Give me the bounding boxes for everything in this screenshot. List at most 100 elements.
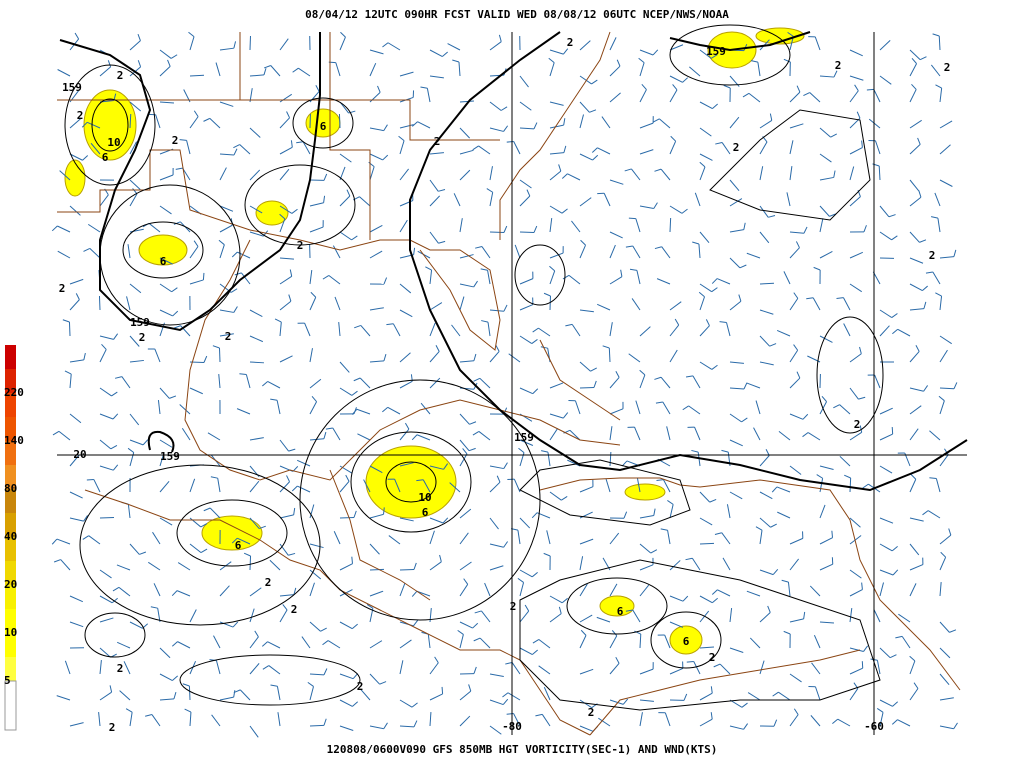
wind-barb bbox=[489, 127, 504, 132]
wind-barb bbox=[909, 179, 920, 192]
wind-barb-flag bbox=[383, 277, 388, 285]
wind-barb bbox=[459, 508, 472, 519]
wind-barb bbox=[601, 116, 611, 129]
wind-barb-flag bbox=[203, 117, 211, 122]
wind-barb bbox=[814, 36, 821, 51]
wind-barb bbox=[669, 595, 684, 602]
wind-barb-flag bbox=[231, 251, 238, 258]
wind-barb bbox=[609, 322, 613, 337]
wind-barb-flag bbox=[517, 577, 524, 583]
wind-barb-flag bbox=[558, 606, 562, 614]
wind-barb-flag bbox=[233, 144, 240, 149]
wind-barb bbox=[726, 504, 731, 519]
wind-barb bbox=[809, 92, 821, 103]
wind-barb bbox=[669, 324, 680, 337]
colorbar-label: 20 bbox=[4, 578, 17, 591]
wind-barb bbox=[939, 88, 943, 103]
wind-barb-flag bbox=[935, 292, 942, 297]
wind-barb bbox=[669, 504, 674, 519]
wind-barb-flag bbox=[806, 297, 814, 300]
wind-barb bbox=[939, 454, 949, 467]
wind-barb-flag bbox=[179, 139, 187, 141]
wind-barb-flag bbox=[685, 557, 693, 561]
wind-barb-flag bbox=[279, 213, 286, 220]
wind-barb bbox=[339, 195, 351, 207]
wind-barb bbox=[339, 481, 350, 493]
wind-barb-flag bbox=[755, 526, 763, 531]
wind-barb bbox=[429, 49, 443, 57]
wind-barb-flag bbox=[562, 48, 569, 55]
wind-barb bbox=[309, 504, 315, 519]
wind-barb bbox=[387, 42, 401, 51]
wind-barb bbox=[513, 478, 521, 493]
wind-barb-flag bbox=[773, 719, 778, 727]
wind-barb-flag bbox=[173, 221, 181, 225]
wind-barb bbox=[57, 69, 71, 77]
wind-barb bbox=[429, 517, 444, 524]
wind-barb bbox=[302, 141, 311, 155]
wind-barb-flag bbox=[836, 297, 844, 299]
wind-barb bbox=[639, 543, 652, 554]
wind-barb-flag bbox=[932, 33, 940, 37]
wind-barb bbox=[541, 714, 551, 727]
wind-barb bbox=[309, 582, 315, 597]
wind-barb-flag bbox=[404, 422, 410, 430]
contour-label: 159 bbox=[62, 81, 82, 94]
wind-barb bbox=[426, 88, 431, 103]
contours bbox=[64, 24, 884, 711]
wind-barb bbox=[662, 401, 671, 415]
wind-barb bbox=[807, 432, 821, 441]
wind-barb-flag bbox=[83, 352, 86, 361]
wind-barb-flag bbox=[473, 637, 481, 642]
wind-barb bbox=[309, 673, 325, 676]
wind-barb bbox=[879, 647, 891, 659]
wind-barb bbox=[86, 121, 101, 129]
wind-barb bbox=[698, 244, 701, 259]
wind-barb bbox=[876, 660, 881, 675]
wind-barb bbox=[639, 668, 654, 675]
wind-barb-flag bbox=[351, 556, 353, 564]
wind-barb bbox=[639, 149, 654, 155]
wind-barb bbox=[538, 665, 551, 675]
wind-barb-flag bbox=[291, 208, 298, 214]
contour-label: 10 bbox=[107, 136, 120, 149]
wind-barb bbox=[478, 431, 491, 441]
wind-barb bbox=[98, 295, 101, 311]
wind-barb bbox=[218, 374, 221, 389]
wind-barb-flag bbox=[81, 121, 88, 128]
wind-barb bbox=[489, 543, 504, 548]
wind-barb-flag bbox=[233, 690, 236, 698]
wind-barb-flag bbox=[866, 88, 874, 91]
wind-barb bbox=[879, 569, 894, 576]
wind-barb bbox=[219, 101, 234, 107]
wind-barb-flag bbox=[833, 170, 836, 178]
contour-label: 2 bbox=[929, 249, 936, 262]
wind-barb bbox=[489, 231, 505, 234]
wind-barb bbox=[279, 609, 288, 623]
contour-label: 2 bbox=[709, 651, 716, 664]
wind-barb bbox=[309, 543, 324, 549]
wind-barb-flag bbox=[111, 597, 118, 604]
wind-barb-flag bbox=[714, 532, 722, 536]
wind-barb-flag bbox=[783, 630, 791, 635]
wind-barb bbox=[270, 65, 281, 77]
wind-barb bbox=[339, 36, 346, 51]
wind-barb bbox=[597, 303, 611, 311]
contour-label: 2 bbox=[139, 331, 146, 344]
wind-barb bbox=[297, 459, 311, 467]
wind-barb bbox=[249, 74, 264, 77]
wind-barb bbox=[159, 101, 174, 104]
coastlines bbox=[57, 31, 961, 736]
wind-barb-flag bbox=[621, 460, 628, 467]
wind-barb-flag bbox=[683, 693, 688, 701]
wind-barb bbox=[609, 244, 616, 259]
wind-barb bbox=[609, 532, 620, 545]
wind-barb-flag bbox=[475, 246, 483, 249]
wind-barb bbox=[339, 621, 353, 630]
wind-barb bbox=[328, 275, 341, 285]
wind-barb-flag bbox=[772, 568, 779, 575]
wind-barb-flag bbox=[270, 684, 278, 687]
wind-barb bbox=[519, 387, 534, 395]
wind-barb bbox=[547, 452, 551, 467]
wind-barb-flag bbox=[652, 49, 659, 56]
